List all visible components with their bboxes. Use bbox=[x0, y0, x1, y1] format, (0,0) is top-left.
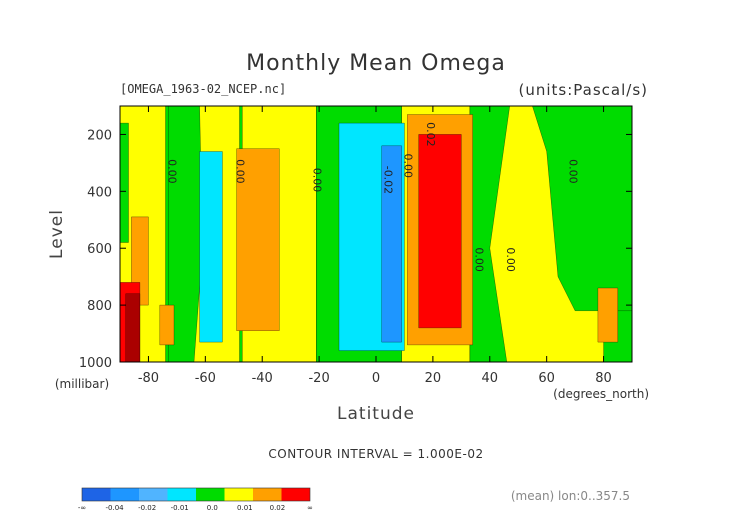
colorbar-swatch-3 bbox=[167, 488, 196, 501]
contour-label-4: 0.00 bbox=[401, 153, 414, 178]
y-tick-label-1: 400 bbox=[87, 185, 112, 200]
colorbar-swatch-6 bbox=[253, 488, 282, 501]
colorbar-swatch-0 bbox=[82, 488, 111, 501]
colorbar-label-7: ∞ bbox=[307, 504, 313, 512]
colorbar-label-3: -0.01 bbox=[171, 504, 189, 512]
contour-label-6: 0.00 bbox=[473, 247, 486, 272]
contour-label-3: -0.02 bbox=[382, 166, 395, 194]
colorbar-swatch-5 bbox=[224, 488, 253, 501]
mean-note: (mean) lon:0..357.5 bbox=[511, 489, 630, 503]
x-tick-label-0: -80 bbox=[138, 371, 159, 386]
y-axis: 200 400 600 800 1000 bbox=[79, 128, 632, 371]
y-tick-label-0: 200 bbox=[87, 128, 112, 143]
colorbar-label-2: -0.02 bbox=[138, 504, 156, 512]
x-tick-label-4: 0 bbox=[372, 371, 380, 386]
colorbar-frame bbox=[81, 487, 311, 502]
x-tick-label-1: -60 bbox=[195, 371, 216, 386]
x-axis: -80 -60 -40 -20 0 20 40 60 80 bbox=[138, 106, 612, 386]
contour-label-7: 0.00 bbox=[504, 247, 517, 272]
y-tick-label-2: 600 bbox=[87, 242, 112, 257]
contour-label-5: 0.02 bbox=[424, 122, 437, 147]
chart-title: Monthly Mean Omega bbox=[246, 51, 506, 76]
green-patch-south-upper bbox=[119, 122, 129, 243]
file-label: [OMEGA_1963-02_NCEP.nc] bbox=[120, 82, 286, 96]
y-axis-unit: (millibar) bbox=[55, 377, 109, 391]
y-tick-label-3: 800 bbox=[87, 299, 112, 314]
darkred-patch-south bbox=[125, 293, 141, 363]
blue-patch-eq bbox=[381, 145, 402, 343]
x-tick-label-5: 20 bbox=[425, 371, 442, 386]
contour-label-1: 0.00 bbox=[234, 159, 247, 184]
colorbar-swatch-7 bbox=[281, 488, 310, 501]
contour-label-0: 0.00 bbox=[165, 159, 178, 184]
colorbar-label-5: 0.01 bbox=[237, 504, 253, 512]
colorbar-label-4: 0.0 bbox=[207, 504, 218, 512]
x-tick-label-2: -40 bbox=[252, 371, 273, 386]
units-label: (units:Pascal/s) bbox=[519, 81, 649, 99]
plot-regions bbox=[119, 105, 633, 363]
x-tick-label-3: -20 bbox=[308, 371, 329, 386]
x-tick-label-7: 60 bbox=[538, 371, 555, 386]
x-axis-unit: (degrees_north) bbox=[553, 387, 649, 401]
y-tick-label-4: 1000 bbox=[79, 356, 112, 371]
colorbar-label-0: -∞ bbox=[78, 504, 86, 512]
orange-patch-sh-mid bbox=[236, 148, 280, 331]
orange-patch-south-lower bbox=[159, 304, 175, 346]
colorbar-swatch-4 bbox=[196, 488, 225, 501]
colorbar: -∞ -0.04 -0.02 -0.01 0.0 0.01 0.02 ∞ bbox=[78, 487, 313, 512]
orange-patch-nh-high bbox=[597, 287, 619, 343]
colorbar-label-1: -0.04 bbox=[106, 504, 125, 512]
y-axis-label: Level bbox=[47, 209, 67, 259]
cyan-region-sh bbox=[199, 151, 223, 343]
contour-label-2: 0.00 bbox=[310, 168, 323, 193]
x-tick-label-6: 40 bbox=[482, 371, 499, 386]
colorbar-label-6: 0.02 bbox=[270, 504, 286, 512]
colorbar-swatch-1 bbox=[110, 488, 139, 501]
contour-interval: CONTOUR INTERVAL = 1.000E-02 bbox=[268, 447, 483, 461]
red-region-eq bbox=[418, 134, 462, 329]
x-tick-label-8: 80 bbox=[595, 371, 612, 386]
contour-label-8: 0.00 bbox=[566, 159, 579, 184]
x-axis-label: Latitude bbox=[337, 404, 415, 424]
contour-labels: 0.00 0.00 0.00 -0.02 0.00 0.02 0.00 0.00 0.00 bbox=[165, 122, 579, 272]
colorbar-swatch-2 bbox=[139, 488, 168, 501]
